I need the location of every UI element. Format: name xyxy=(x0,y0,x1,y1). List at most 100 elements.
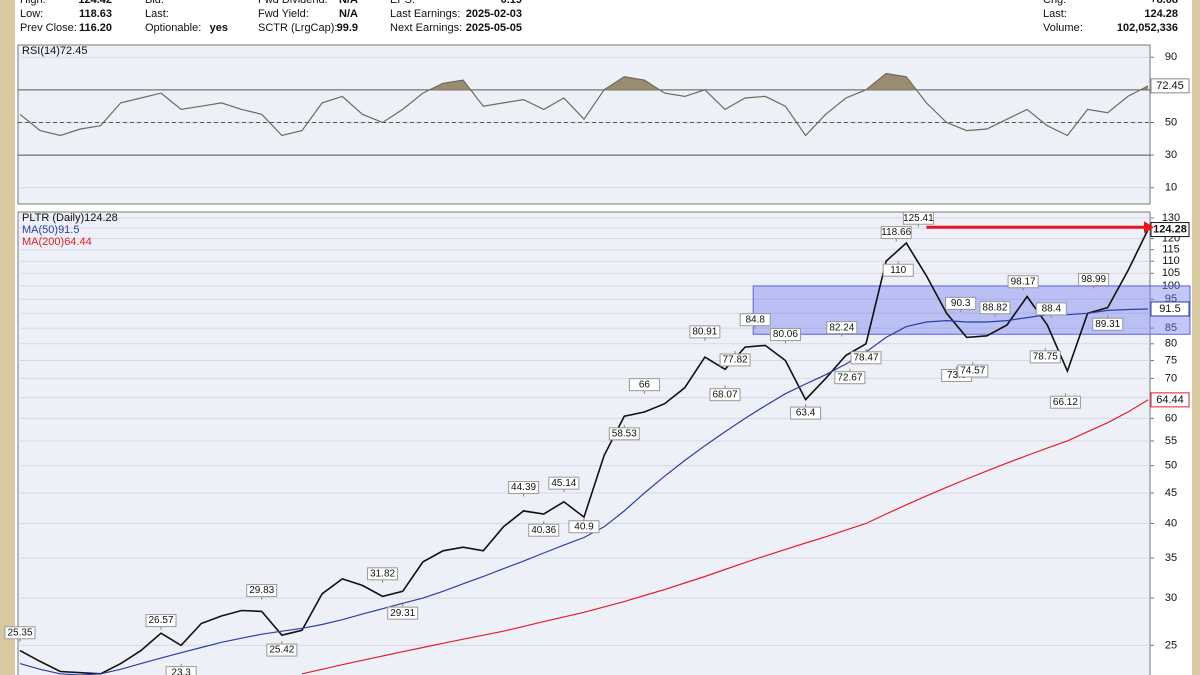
y-tick-label: 40 xyxy=(1165,517,1177,529)
annotation: 80.06 xyxy=(769,328,801,344)
annotation-label: 63.4 xyxy=(796,408,816,419)
y-tick-label: 35 xyxy=(1165,552,1177,564)
annotation-label: 82.24 xyxy=(829,322,854,333)
value-tag-label: 64.44 xyxy=(1156,394,1184,406)
y-tick-label: 30 xyxy=(1165,149,1177,161)
annotation-label: 25.42 xyxy=(269,645,294,656)
annotation: 40.9 xyxy=(568,517,600,534)
annotation: 80.91 xyxy=(689,325,721,341)
annotation: 63.4 xyxy=(790,404,822,420)
annotation-box xyxy=(568,520,600,534)
y-tick-label: 130 xyxy=(1162,212,1180,224)
legend-entry: PLTR (Daily)124.28 xyxy=(22,212,118,224)
annotation-label: 68.07 xyxy=(712,389,737,400)
value-tag-label: 91.5 xyxy=(1159,303,1180,315)
y-tick-label: 90 xyxy=(1165,51,1177,63)
annotation-label: 58.53 xyxy=(612,428,637,439)
annotation-box xyxy=(1007,275,1039,289)
value-tag-label: 124.28 xyxy=(1153,223,1187,235)
value-tag-box xyxy=(1150,222,1190,238)
header-label: Optionable: xyxy=(145,22,201,34)
annotation-box xyxy=(528,523,560,537)
annotation: 31.82 xyxy=(367,567,399,583)
annotation: 72.67 xyxy=(834,368,866,385)
annotation: 78.75 xyxy=(1029,347,1061,364)
y-tick-label: 50 xyxy=(1165,460,1177,472)
annotation: 26.57 xyxy=(145,614,177,630)
y-tick-label: 75 xyxy=(1165,354,1177,366)
legend-value: 72.45 xyxy=(60,45,88,57)
annotation: 118.66 xyxy=(880,226,912,242)
annotation-label: 90.3 xyxy=(951,298,971,309)
annotation: 29.31 xyxy=(387,604,419,620)
frame-right xyxy=(1192,0,1200,675)
annotation-box xyxy=(4,626,36,640)
annotation-box xyxy=(945,296,977,310)
annotation-box xyxy=(1035,302,1067,316)
value-tag: 64.44 xyxy=(1150,392,1190,408)
legend-value: 124.28 xyxy=(84,212,118,224)
annotation-box xyxy=(1029,350,1061,364)
value-tag-box xyxy=(1150,78,1190,94)
annotation-box xyxy=(709,388,741,402)
header-value: 124.28 xyxy=(1144,8,1178,20)
header-label: Fwd Yield: xyxy=(258,8,309,20)
header-value: 99.9 xyxy=(337,22,358,34)
annotation: 77.82 xyxy=(719,350,751,367)
annotation-label: 98.17 xyxy=(1011,276,1036,287)
annotation-label: 89.31 xyxy=(1095,319,1120,330)
legend-entry: RSI(14)72.45 xyxy=(22,45,87,57)
annotation-box xyxy=(165,666,197,675)
y-tick-label: 85 xyxy=(1165,322,1177,334)
header-label: High: xyxy=(20,0,46,6)
legend-name: MA(50) xyxy=(22,224,58,236)
price-panel xyxy=(17,211,1151,675)
annotation: 88.82 xyxy=(979,301,1011,317)
value-tag-label: 72.45 xyxy=(1156,80,1184,92)
frame-left xyxy=(0,0,15,675)
header-value: 118.63 xyxy=(79,8,112,20)
annotation: 58.53 xyxy=(608,424,640,441)
header-value: yes xyxy=(210,22,228,34)
annotation-label: 23.3 xyxy=(171,667,191,675)
legend-entry: MA(50)91.5 xyxy=(22,224,79,236)
annotation-label: 26.57 xyxy=(148,615,173,626)
annotation-label: 45.14 xyxy=(551,478,576,489)
annotation-box xyxy=(628,378,660,392)
annotation-label: 125.41 xyxy=(903,213,934,224)
legend-name: RSI(14) xyxy=(22,45,60,57)
header-label: Chg: xyxy=(1043,0,1066,6)
annotation: 110 xyxy=(882,261,914,277)
annotation-box xyxy=(719,353,751,367)
annotation-label: 66.12 xyxy=(1053,397,1078,408)
annotation: 40.36 xyxy=(528,521,560,537)
header-value: 102,052,336 xyxy=(1117,22,1178,34)
rsi-panel xyxy=(17,44,1151,205)
annotation: 66.12 xyxy=(1049,393,1081,409)
header-label: Last Earnings: xyxy=(390,8,460,20)
header-label: Bid: xyxy=(145,0,164,6)
y-tick-label: 60 xyxy=(1165,412,1177,424)
y-tick-label: 115 xyxy=(1162,244,1180,256)
annotation: 90.3 xyxy=(945,296,977,313)
annotation-label: 78.47 xyxy=(853,352,878,363)
annotation: 45.14 xyxy=(548,476,580,493)
annotation-label: 80.06 xyxy=(773,329,798,340)
annotation-label: 29.31 xyxy=(390,608,415,619)
annotation-label: 118.66 xyxy=(881,227,911,238)
series-line xyxy=(19,72,1149,137)
annotation-box xyxy=(902,211,934,225)
y-tick-label: 45 xyxy=(1165,487,1177,499)
y-tick-label: 30 xyxy=(1165,592,1177,604)
series-line xyxy=(19,308,1149,675)
annotation: 78.47 xyxy=(850,348,882,365)
header-label: Low: xyxy=(20,8,43,20)
annotation-label: 72.67 xyxy=(837,372,862,383)
annotation: 23.3 xyxy=(165,663,197,675)
annotation-label: 78.75 xyxy=(1033,352,1058,363)
annotation-label: 110 xyxy=(890,265,906,276)
value-tag: 72.45 xyxy=(1150,78,1190,94)
header-label: EPS: xyxy=(390,0,415,6)
